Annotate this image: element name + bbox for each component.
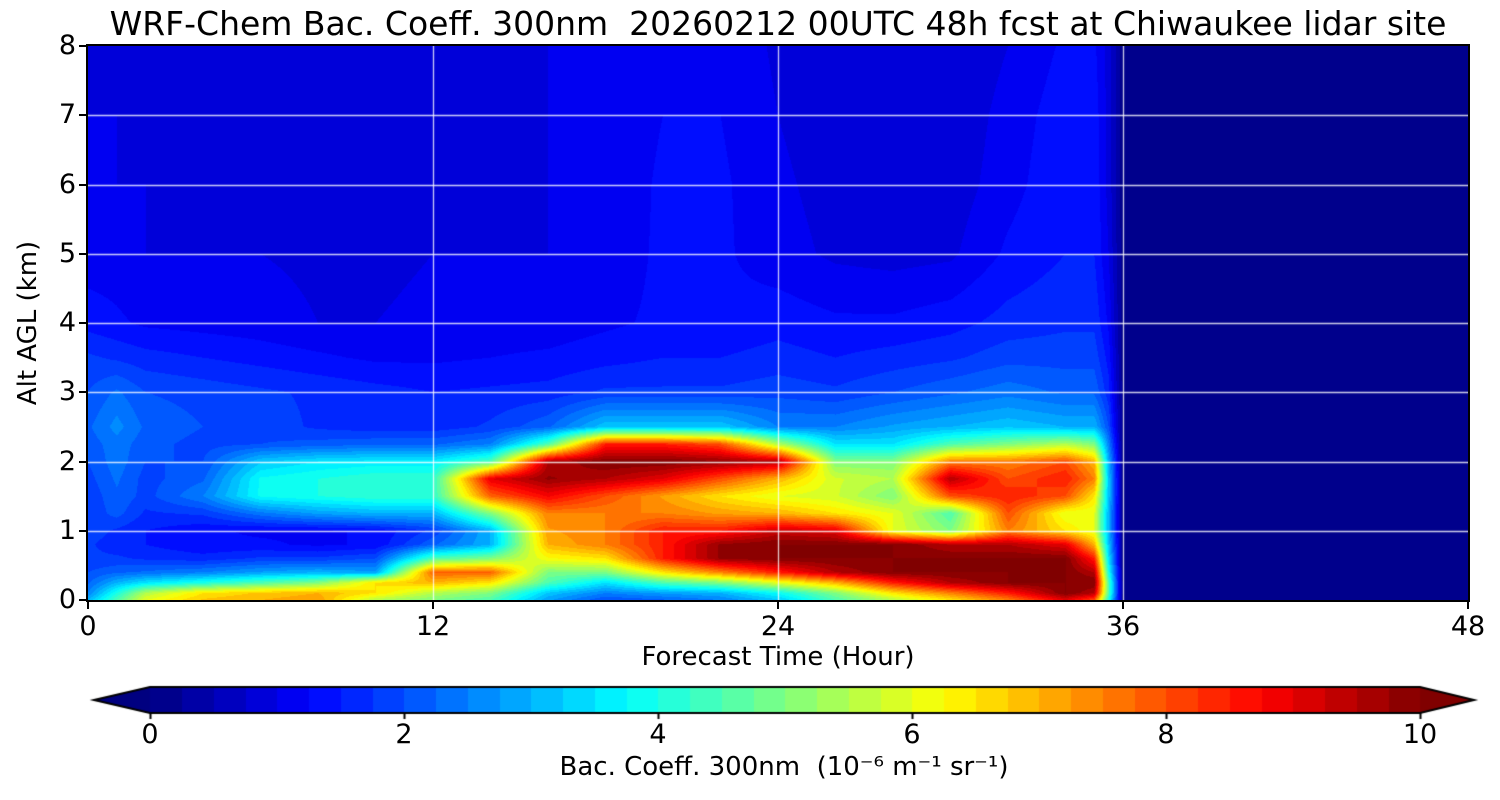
y-tick-label: 0 xyxy=(58,584,76,615)
y-tick-label: 8 xyxy=(58,30,76,61)
colorbar-canvas xyxy=(88,684,1480,724)
y-tick-label: 1 xyxy=(58,514,76,546)
y-tick-label: 6 xyxy=(58,168,76,200)
y-tick-label: 4 xyxy=(58,307,76,338)
x-tick-mark xyxy=(87,602,89,609)
x-tick-mark xyxy=(1122,602,1124,609)
y-tick-mark xyxy=(79,183,86,186)
y-tick-label: 5 xyxy=(58,237,76,269)
colorbar-tick-label: 0 xyxy=(141,719,159,750)
y-tick-mark xyxy=(79,529,86,532)
x-tick-label: 12 xyxy=(415,611,451,642)
y-tick-mark xyxy=(79,114,86,117)
x-tick-label: 48 xyxy=(1450,611,1486,642)
colorbar-tick-label: 6 xyxy=(903,719,921,750)
colorbar-tick-label: 10 xyxy=(1402,719,1438,750)
heatmap-canvas xyxy=(88,46,1468,600)
x-tick-label: 36 xyxy=(1105,611,1141,642)
y-tick-mark xyxy=(79,252,86,255)
plot-title: WRF-Chem Bac. Coeff. 300nm 20260212 00UT… xyxy=(109,4,1447,43)
colorbar-tick-label: 8 xyxy=(1157,719,1175,750)
x-axis-label: Forecast Time (Hour) xyxy=(641,642,915,672)
x-tick-mark xyxy=(1467,602,1469,609)
y-tick-label: 2 xyxy=(58,445,76,477)
y-tick-label: 3 xyxy=(58,376,76,408)
x-tick-mark xyxy=(777,602,779,609)
y-tick-mark xyxy=(79,460,86,463)
colorbar-tick-label: 2 xyxy=(395,719,413,750)
y-tick-mark xyxy=(79,391,86,394)
y-tick-label: 7 xyxy=(58,99,76,131)
y-tick-mark xyxy=(79,599,86,601)
y-tick-mark xyxy=(79,322,86,324)
colorbar-label: Bac. Coeff. 300nm (10⁻⁶ m⁻¹ sr⁻¹) xyxy=(559,752,1009,782)
colorbar-tick-label: 4 xyxy=(649,719,667,750)
x-tick-mark xyxy=(432,602,434,609)
x-tick-label: 0 xyxy=(79,611,97,642)
y-tick-mark xyxy=(79,45,86,47)
x-tick-label: 24 xyxy=(760,611,796,642)
plot-area xyxy=(86,44,1470,602)
